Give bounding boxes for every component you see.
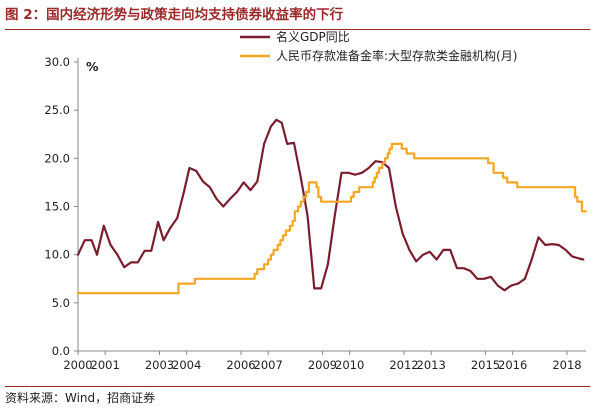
y-tick-label: 15.0 (44, 200, 70, 214)
x-tick-label: 2018 (552, 358, 581, 372)
x-tick-label: 2015 (471, 358, 500, 372)
y-tick-label: 0.0 (52, 344, 70, 358)
x-tick-label: 2007 (254, 358, 283, 372)
x-tick-label: 2009 (308, 358, 337, 372)
x-tick-label: 2000 (63, 358, 92, 372)
series-line-1 (76, 118, 585, 292)
x-tick-label: 2013 (417, 358, 446, 372)
x-tick-label: 2016 (498, 358, 527, 372)
series-lines (76, 118, 588, 295)
y-unit-label: % (86, 59, 99, 74)
figure-title: 图 2：国内经济形势与政策走向均支持债券收益率的下行 (5, 4, 590, 30)
y-tick-label: 10.0 (44, 248, 70, 262)
y-tick-label: 30.0 (44, 55, 70, 69)
legend-label-2: 人民币存款准备金率:大型存款类金融机构(月) (276, 48, 517, 63)
x-tick-label: 2010 (335, 358, 364, 372)
x-tick-label: 2006 (226, 358, 255, 372)
x-tick-label: 2001 (91, 358, 120, 372)
y-tick-label: 20.0 (44, 151, 70, 165)
x-tick-label: 2012 (389, 358, 418, 372)
source-note: 资料来源：Wind，招商证券 (5, 386, 590, 410)
y-tick-label: 25.0 (44, 103, 70, 117)
series-line-2 (76, 142, 588, 295)
y-tick-label: 5.0 (52, 296, 70, 310)
legend-label-1: 名义GDP同比 (276, 29, 350, 44)
x-tick-label: 2004 (172, 358, 201, 372)
x-tick-label: 2003 (145, 358, 174, 372)
